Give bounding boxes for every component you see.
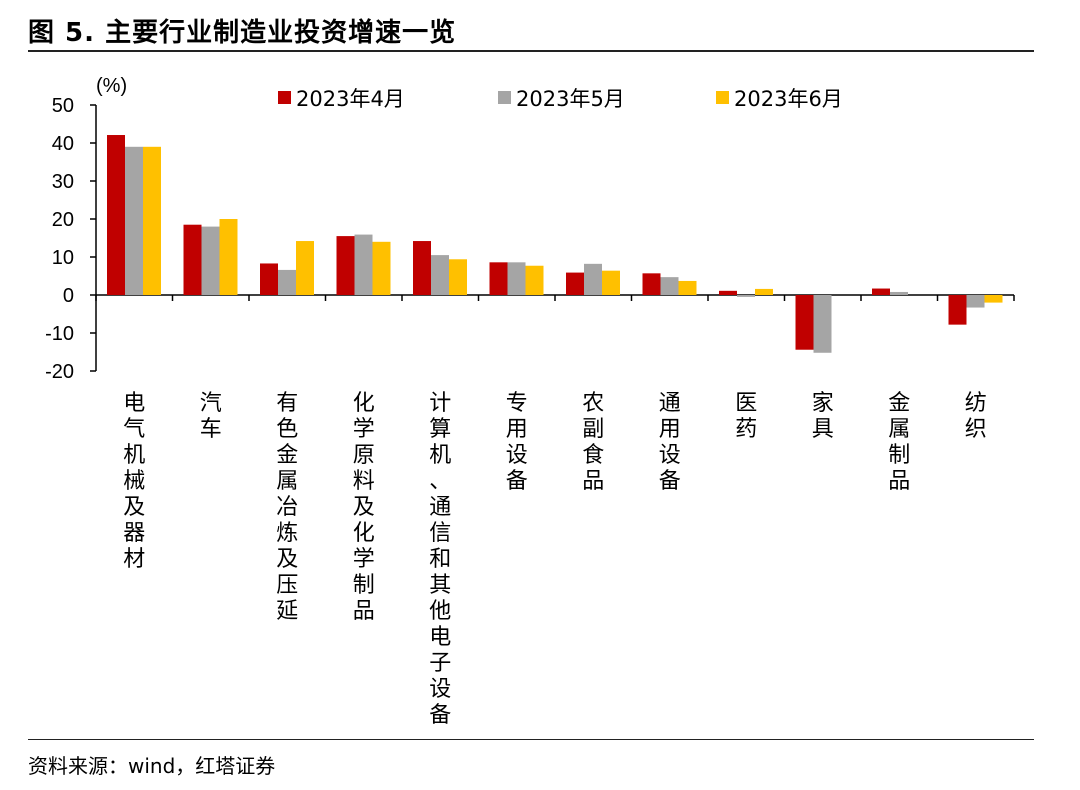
bar — [948, 295, 967, 325]
bar — [413, 241, 431, 295]
chart-axes: 50 40 30 20 10 0 -10 -20 (%) — [45, 75, 1015, 383]
category-label: 金属制品 — [888, 391, 910, 494]
category-label: 农副食品 — [582, 391, 604, 494]
bar — [278, 269, 296, 295]
y-tick-label: 20 — [52, 209, 74, 231]
bar — [642, 273, 661, 295]
bar — [525, 265, 544, 295]
category-label: 汽车 — [200, 391, 222, 442]
y-tick-label: 50 — [52, 95, 74, 117]
y-tick-label: 0 — [63, 285, 74, 307]
bar — [660, 277, 679, 295]
y-tick-label: 10 — [52, 247, 74, 269]
bar — [107, 135, 125, 295]
legend-swatch — [278, 91, 291, 104]
bar — [260, 263, 278, 295]
y-tick-label: -20 — [45, 361, 74, 383]
legend-label: 2023年6月 — [734, 87, 843, 111]
category-label: 纺织 — [965, 391, 987, 442]
bar — [755, 288, 773, 295]
category-label: 家具 — [812, 391, 834, 442]
y-tick-label: 40 — [52, 133, 74, 155]
bar — [431, 255, 449, 295]
y-tick-label: -10 — [45, 323, 74, 345]
bar — [890, 291, 908, 295]
bar — [201, 226, 220, 295]
chart-bars — [107, 135, 1003, 353]
category-label: 化学原料及化学制品 — [353, 391, 375, 624]
title-rule — [28, 50, 1034, 52]
source-note: 资料来源：wind，红塔证券 — [28, 754, 276, 778]
bar — [125, 146, 143, 295]
bar — [296, 241, 314, 295]
bar — [795, 295, 814, 350]
legend-label: 2023年5月 — [516, 87, 625, 111]
bar — [584, 263, 602, 295]
bar — [183, 224, 202, 295]
bar — [489, 262, 508, 295]
category-label: 专用设备 — [506, 391, 528, 494]
bar — [602, 270, 620, 295]
chart-legend: 2023年4月 2023年5月 2023年6月 — [278, 87, 843, 111]
bar — [966, 295, 985, 308]
bar — [449, 259, 467, 295]
bar — [372, 241, 391, 295]
bar — [678, 280, 697, 295]
legend-label: 2023年4月 — [296, 87, 405, 111]
category-label: 计算机、通信和其他电子设备 — [429, 391, 451, 728]
bar — [143, 146, 161, 295]
bar — [219, 219, 238, 295]
category-label: 有色金属冶炼及压延 — [276, 391, 298, 624]
category-label: 医药 — [735, 391, 757, 442]
bar — [813, 295, 832, 353]
bar — [354, 234, 373, 295]
bar — [719, 290, 737, 295]
category-label: 电气机械及器材 — [123, 391, 145, 572]
legend-swatch — [498, 91, 511, 104]
legend-swatch — [716, 91, 729, 104]
bar — [872, 288, 890, 295]
bar — [336, 236, 355, 295]
bar — [566, 272, 584, 295]
y-tick-label: 30 — [52, 171, 74, 193]
figure-title: 图 5. 主要行业制造业投资增速一览 — [28, 18, 457, 48]
bar — [737, 295, 755, 297]
category-labels: 电气机械及器材 汽车 有色金属冶炼及压延 化学原料及化学制品 计算机、通信和其他电子设备… — [123, 391, 987, 728]
bar — [507, 262, 526, 295]
category-label: 通用设备 — [659, 391, 681, 494]
y-unit-label: (%) — [96, 75, 127, 97]
bar — [984, 295, 1003, 303]
footer-rule — [28, 739, 1034, 740]
